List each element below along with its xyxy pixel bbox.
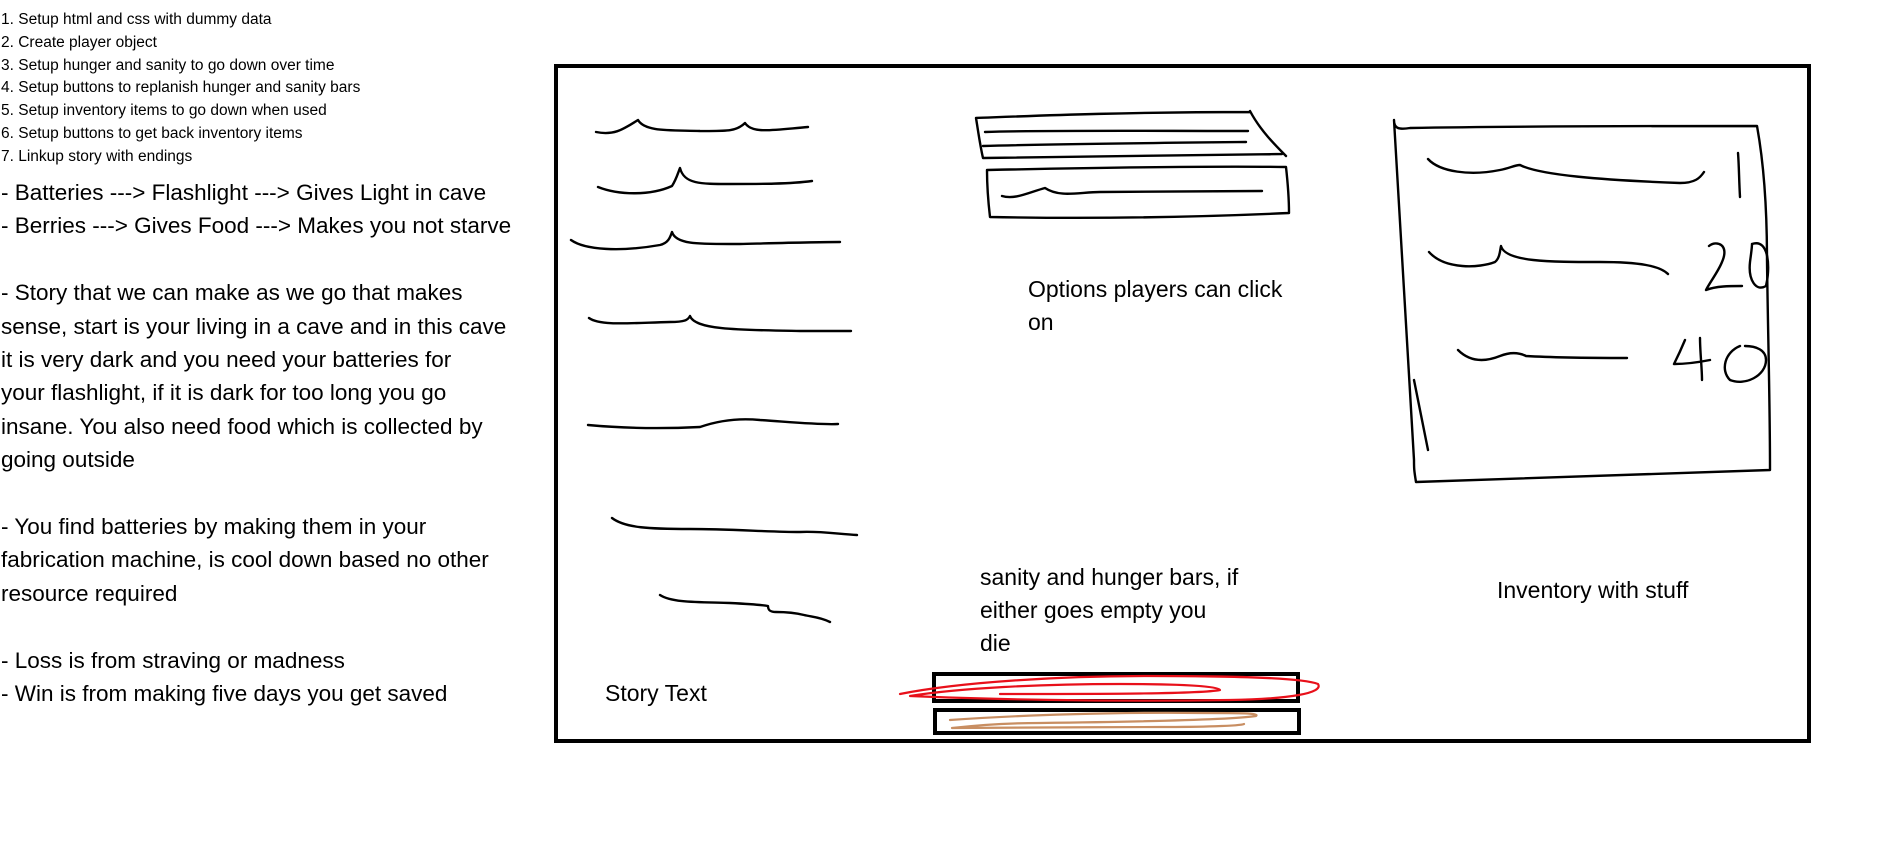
options-label-line: on [1028, 309, 1054, 335]
note-story-line: sense, start is your living in a cave an… [1, 313, 507, 339]
note-batteries: - Batteries ---> Flashlight ---> Gives L… [1, 180, 487, 205]
inventory-item-scribble [1456, 348, 1629, 362]
step-item: 4. Setup buttons to replanish hunger and… [1, 79, 361, 97]
note-story-line: it is very dark and you need your batter… [1, 347, 452, 373]
step-item: 7. Linkup story with endings [1, 147, 193, 165]
inventory-count-20-zero [1748, 242, 1770, 289]
game-mockup-frame [554, 64, 1811, 743]
bars-label-line: sanity and hunger bars, if [980, 564, 1239, 590]
inventory-box [1392, 118, 1772, 484]
step-item: 3. Setup hunger and sanity to go down ov… [1, 56, 335, 74]
note-berries: - Berries ---> Gives Food ---> Makes you… [1, 213, 512, 239]
scribble-line [658, 593, 832, 624]
scribble-line [586, 418, 840, 430]
note-battery-line: - You find batteries by making them in y… [1, 514, 427, 540]
hunger-bar-fill [948, 711, 1258, 730]
inventory-item-scribble [1427, 244, 1670, 276]
option-button-1-scribble [983, 129, 1250, 134]
story-text-label: Story Text [605, 680, 707, 706]
note-story-line: insane. You also need food which is coll… [1, 413, 483, 439]
options-label: Options players can click on [1028, 273, 1282, 339]
hunger-bar-frame [933, 708, 1301, 735]
bars-label-line: either goes empty you [980, 597, 1207, 623]
scribble-line [569, 230, 842, 251]
inventory-count-20 [1704, 242, 1744, 292]
note-story-line: - Story that we can make as we go that m… [1, 280, 463, 306]
inventory-item-scribble [1736, 151, 1742, 199]
step-item: 5. Setup inventory items to go down when… [1, 102, 327, 120]
note-battery-line: resource required [1, 580, 178, 606]
step-item: 2. Create player object [1, 33, 157, 51]
inventory-count-40-zero [1723, 344, 1768, 383]
options-label-line: Options players can click [1028, 276, 1283, 302]
bars-label-line: die [980, 630, 1011, 656]
note-battery-line: fabrication machine, is cool down based … [1, 547, 489, 573]
option-button-2-scribble [1000, 186, 1264, 199]
inventory-sketch [1392, 118, 1772, 484]
scribble-line [610, 516, 859, 537]
inventory-label: Inventory with stuff [1497, 577, 1689, 603]
todo-steps: 1. Setup html and css with dummy data 2.… [1, 9, 360, 169]
scribble-line [596, 166, 814, 195]
bars-label: sanity and hunger bars, if either goes e… [980, 561, 1238, 660]
step-item: 1. Setup html and css with dummy data [1, 11, 272, 28]
option-button-2 [985, 165, 1291, 219]
sanity-bar-fill [898, 674, 1320, 702]
inventory-count-40 [1672, 336, 1712, 382]
option-buttons-sketch [974, 109, 1291, 219]
design-notes: - Batteries ---> Flashlight ---> Gives L… [1, 176, 556, 710]
step-item: 6. Setup buttons to get back inventory i… [1, 124, 303, 142]
inventory-side-scribble [1412, 378, 1430, 452]
status-bars-sketch [898, 672, 1320, 735]
scribble-line [587, 314, 853, 333]
story-text-scribbles [569, 118, 859, 624]
note-story-line: your flashlight, if it is dark for too l… [1, 380, 447, 406]
scribble-line [594, 118, 810, 135]
note-loss: - Loss is from straving or madness [1, 647, 345, 673]
note-story-line: going outside [1, 447, 135, 473]
inventory-item-scribble [1426, 157, 1706, 185]
option-button-1 [974, 109, 1288, 160]
note-win: - Win is from making five days you get s… [1, 681, 448, 707]
